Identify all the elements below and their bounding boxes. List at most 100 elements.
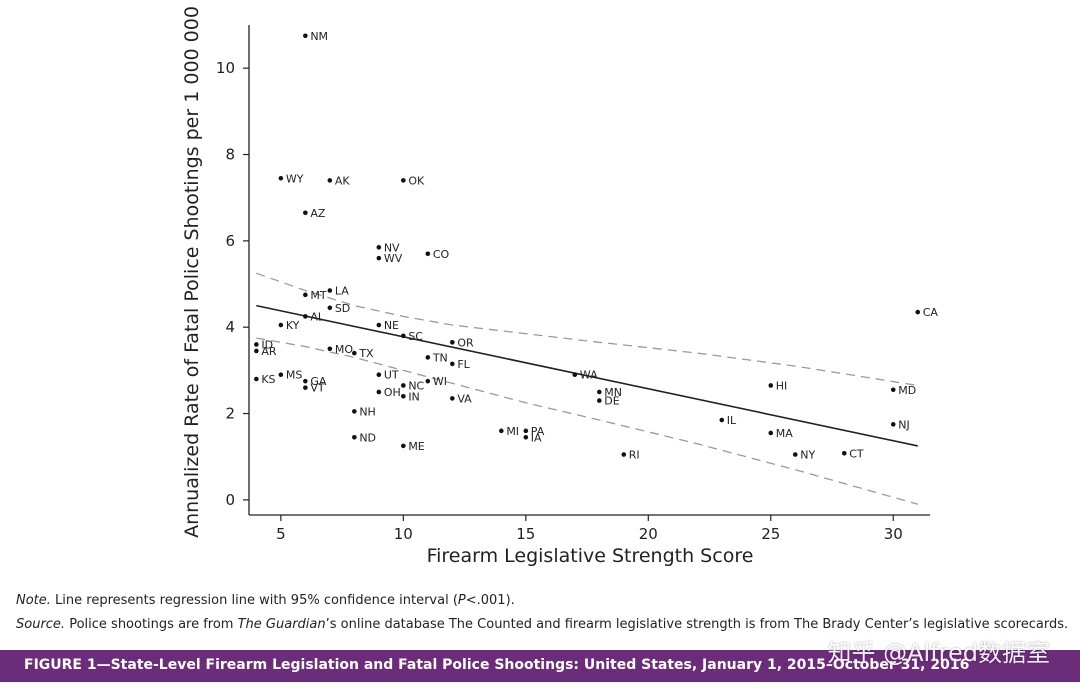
data-point-ct [841,450,847,456]
point-label-tx: TX [358,347,374,360]
data-point-md [890,387,896,393]
x-axis-title: Firearm Legislative Strength Score [427,545,754,567]
point-label-nh: NH [359,405,376,418]
point-label-pa: PA [531,425,545,438]
point-label-ia: IA [531,431,542,444]
point-label-co: CO [433,248,450,261]
y-tick-label: 8 [225,146,235,164]
data-point-tx [352,350,357,356]
y-tick-label: 2 [225,405,235,423]
x-tick-label: 10 [394,525,413,543]
point-label-ky: KY [286,319,300,332]
point-label-sc: SC [408,330,423,343]
point-label-sd: SD [335,302,350,315]
note-prefix: Note. [16,593,51,608]
x-tick-label: 5 [276,525,286,543]
point-label-al: AL [310,310,325,323]
point-label-hi: HI [776,379,788,392]
y-tick-label: 0 [225,491,235,509]
point-label-ks: KS [261,373,275,386]
data-point-wy [278,175,284,181]
point-label-ak: AK [335,174,351,187]
point-label-ne: NE [384,319,399,332]
data-point-ok [401,178,406,183]
data-point-ut [376,372,382,377]
point-label-ny: NY [800,449,815,462]
point-label-wi: WI [433,375,447,388]
data-point-mn [596,389,602,395]
data-point-ks [254,376,259,382]
x-tick-label: 30 [884,525,903,543]
data-point-il [719,417,725,423]
note-p: P [457,593,466,608]
point-label-nj: NJ [898,418,909,431]
data-point-nd [352,434,357,440]
source-text-2: ’s online database The Counted and firea… [325,617,1069,632]
point-label-ar: AR [261,345,277,358]
data-point-in [401,393,406,399]
y-tick-label: 4 [225,318,235,336]
point-label-mo: MO [335,343,353,356]
data-point-nv [376,245,382,250]
point-label-nv: NV [384,241,400,254]
watermark: 知乎 @Alfred数据室 [827,639,1050,667]
point-label-il: IL [727,414,737,427]
data-point-va [450,396,455,401]
data-point-la [327,288,333,293]
point-label-de: DE [604,395,619,408]
data-point-ca [915,309,921,315]
point-label-ga: GA [310,375,327,388]
point-label-me: ME [408,440,424,453]
note-end: <.001). [465,593,515,608]
y-tick-label: 6 [225,232,235,250]
data-point-sc [401,333,406,339]
point-label-va: VA [457,392,472,405]
figure-caption-bar: FIGURE 1—State-Level Firearm Legislation… [0,650,1080,682]
data-point-sd [327,305,333,311]
data-point-oh [376,389,382,395]
data-point-al [303,314,308,319]
point-label-oh: OH [384,386,401,399]
point-label-id: ID [261,338,273,351]
confidence-interval-layer [256,272,918,505]
data-point-tn [425,355,431,360]
point-label-la: LA [335,285,349,298]
point-label-tn: TN [432,351,448,364]
data-point-ga [303,378,308,384]
point-label-or: OR [457,336,474,349]
data-point-mo [327,346,333,352]
point-label-mt: MT [310,289,326,302]
ci-lower-line [256,337,918,505]
data-point-hi [768,383,774,388]
data-point-nm [303,33,308,39]
point-label-ct: CT [849,447,864,460]
point-label-ma: MA [776,427,793,440]
data-point-id [254,342,259,347]
data-point-nc [401,383,406,388]
point-label-ut: UT [384,369,399,382]
point-label-ok: OK [408,174,425,187]
data-point-az [303,210,308,216]
data-point-de [596,398,602,403]
data-point-me [401,443,406,449]
point-label-ms: MS [286,369,302,382]
data-point-fl [450,361,455,367]
x-tick-label: 15 [516,525,535,543]
y-axis-title: Annualized Rate of Fatal Police Shooting… [181,6,203,538]
data-point-nj [890,422,896,427]
data-point-ak [327,178,333,183]
point-label-vt: VT [310,382,325,395]
data-point-vt [303,385,308,390]
data-point-ny [792,452,798,457]
data-point-ne [376,322,382,328]
data-point-or [450,340,455,345]
data-point-ia [523,434,529,440]
data-point-wi [425,378,431,384]
data-point-mt [303,292,308,298]
point-label-md: MD [898,384,916,397]
data-point-ar [254,348,259,354]
data-point-ri [621,452,627,457]
point-label-wa: WA [580,369,598,382]
